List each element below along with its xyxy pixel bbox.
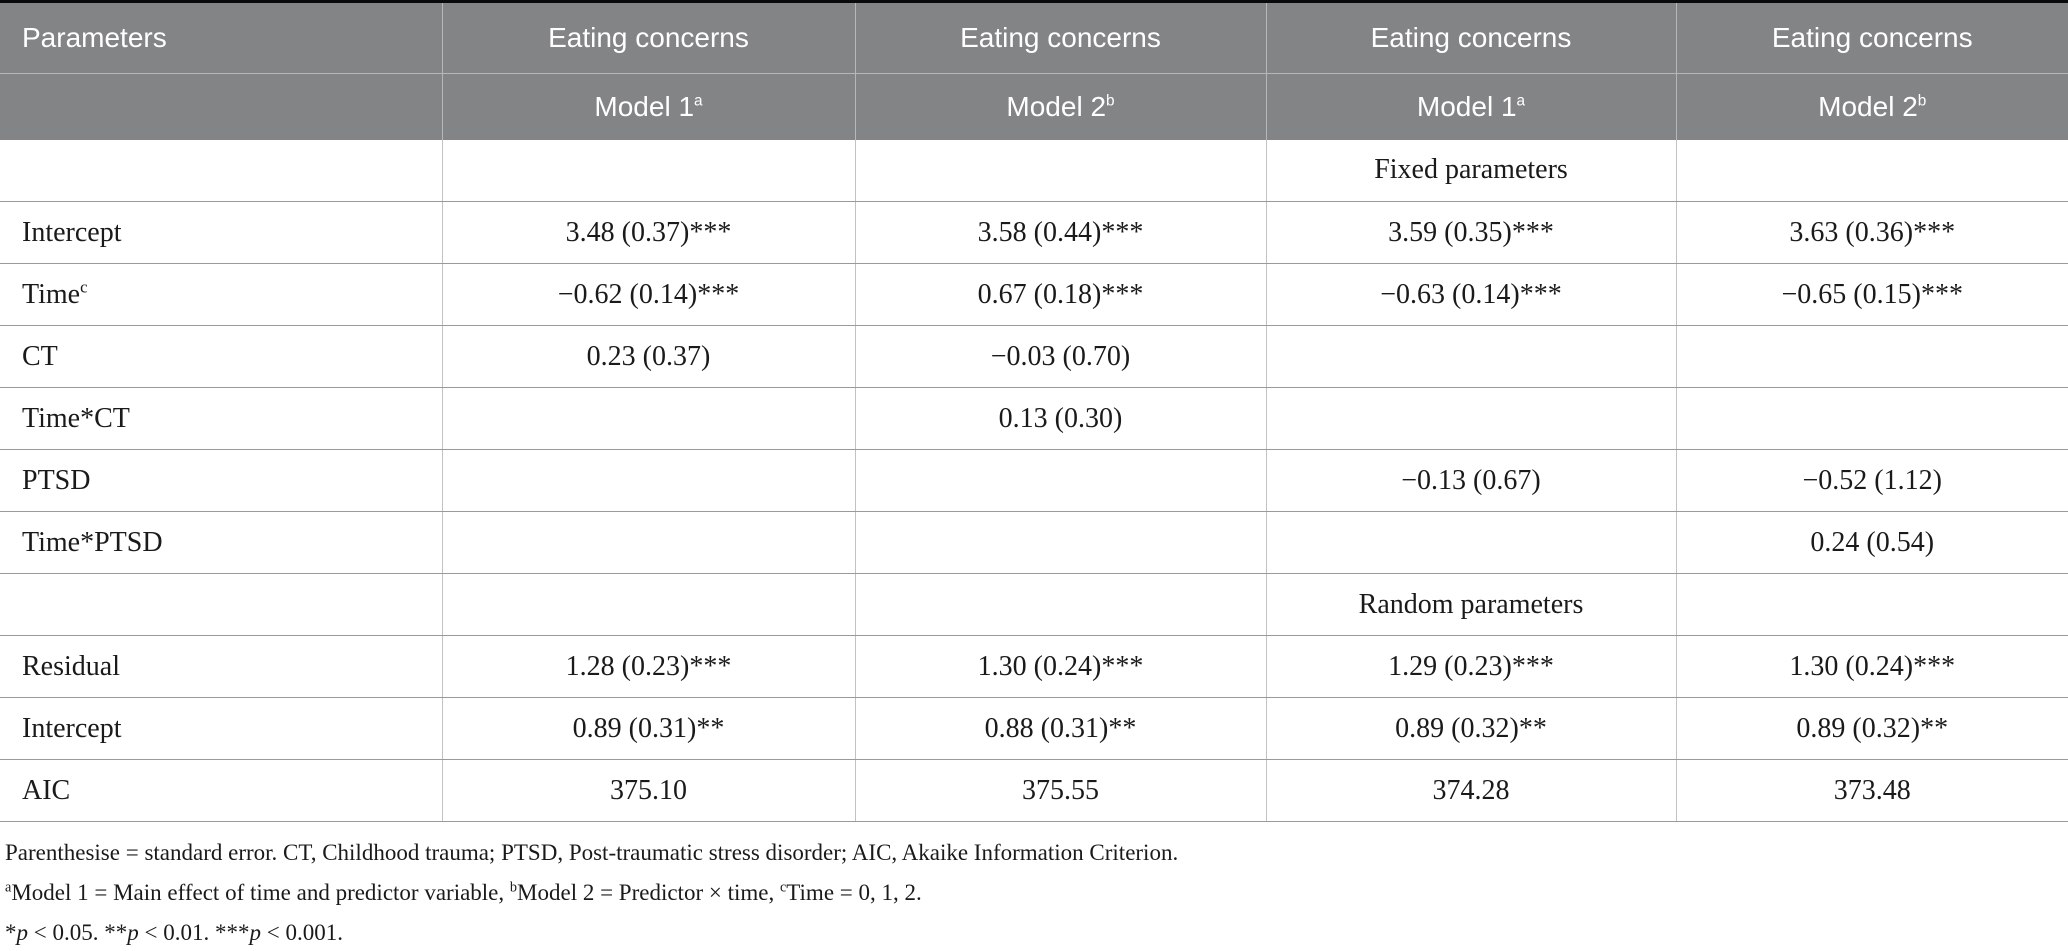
model-superscript: a: [1516, 92, 1526, 110]
header-cell-outcome: Eating concerns: [1265, 1, 1676, 74]
header-cell-outcome: Eating concerns: [441, 1, 855, 74]
value-cell: [441, 573, 855, 636]
table-row: AIC 375.10 375.55 374.28 373.48: [0, 759, 2068, 822]
footnotes: Parenthesise = standard error. CT, Child…: [0, 822, 2068, 951]
header-cell-parameters: Parameters: [0, 1, 442, 74]
value-cell: 373.48: [1675, 759, 2068, 822]
value-cell: [441, 511, 855, 574]
value-cell: 374.28: [1265, 759, 1676, 822]
row-label-cell: Time*CT: [0, 387, 442, 450]
row-label-cell: Residual: [0, 635, 442, 698]
value-cell: −0.65 (0.15)***: [1675, 263, 2068, 326]
value-cell: [1265, 511, 1676, 574]
value-cell: 3.48 (0.37)***: [441, 201, 855, 264]
italic-p: p: [127, 920, 139, 945]
section-row: Fixed parameters: [0, 139, 2068, 202]
italic-p: p: [16, 920, 29, 945]
footnote-line: *p < 0.05. **p < 0.01. ***p < 0.001.: [5, 920, 343, 945]
value-cell: 375.10: [441, 759, 855, 822]
table-row: Time*PTSD 0.24 (0.54): [0, 511, 2068, 574]
value-cell: [854, 139, 1266, 202]
header-cell-model: Model 2b: [1675, 73, 2068, 140]
header-cell-model: Model 1a: [441, 73, 855, 140]
value-cell: [854, 449, 1266, 512]
table-row: PTSD −0.13 (0.67) −0.52 (1.12): [0, 449, 2068, 512]
value-cell: 375.55: [854, 759, 1266, 822]
header-row-models: Model 1a Model 2b Model 1a Model 2b: [0, 73, 2068, 140]
value-cell: [854, 511, 1266, 574]
value-cell: 0.23 (0.37): [441, 325, 855, 388]
value-cell: 1.30 (0.24)***: [854, 635, 1266, 698]
table-body: Fixed parameters Intercept 3.48 (0.37)*** 3…: [0, 139, 2068, 822]
value-cell: [441, 449, 855, 512]
row-label-cell: CT: [0, 325, 442, 388]
value-cell: 1.28 (0.23)***: [441, 635, 855, 698]
section-title-cell: Fixed parameters: [1265, 139, 1676, 202]
table-row: CT 0.23 (0.37) −0.03 (0.70): [0, 325, 2068, 388]
header-cell-model: Model 1a: [1265, 73, 1676, 140]
value-cell: [1265, 387, 1676, 450]
footnote-superscript: b: [509, 879, 518, 896]
value-cell: 0.24 (0.54): [1675, 511, 2068, 574]
footnote-superscript: a: [5, 879, 12, 896]
row-label-cell: [0, 573, 442, 636]
table-row: Time*CT 0.13 (0.30): [0, 387, 2068, 450]
header-cell-outcome: Eating concerns: [854, 1, 1266, 74]
value-cell: −0.62 (0.14)***: [441, 263, 855, 326]
table-row: Intercept 3.48 (0.37)*** 3.58 (0.44)*** 3.5…: [0, 201, 2068, 264]
value-cell: 0.67 (0.18)***: [854, 263, 1266, 326]
header-cell-blank: [0, 73, 442, 140]
value-cell: [441, 387, 855, 450]
results-table: Parameters Eating concerns Eating concer…: [0, 0, 2068, 822]
row-label-cell: [0, 139, 442, 202]
row-label-cell: Time*PTSD: [0, 511, 442, 574]
value-cell: −0.52 (1.12): [1675, 449, 2068, 512]
value-cell: 3.59 (0.35)***: [1265, 201, 1676, 264]
value-cell: −0.03 (0.70): [854, 325, 1266, 388]
value-cell: 1.29 (0.23)***: [1265, 635, 1676, 698]
header-row-outcomes: Parameters Eating concerns Eating concer…: [0, 1, 2068, 74]
header-cell-outcome: Eating concerns: [1675, 1, 2068, 74]
value-cell: [441, 139, 855, 202]
value-cell: 3.58 (0.44)***: [854, 201, 1266, 264]
row-label-cell: Timec: [0, 263, 442, 326]
value-cell: [854, 573, 1266, 636]
row-label-cell: Intercept: [0, 201, 442, 264]
value-cell: −0.63 (0.14)***: [1265, 263, 1676, 326]
value-cell: 0.13 (0.30): [854, 387, 1266, 450]
label-superscript: c: [80, 277, 88, 297]
row-label-cell: AIC: [0, 759, 442, 822]
value-cell: 3.63 (0.36)***: [1675, 201, 2068, 264]
value-cell: 0.89 (0.31)**: [441, 697, 855, 760]
value-cell: [1675, 139, 2068, 202]
model-superscript: b: [1106, 92, 1115, 110]
value-cell: −0.13 (0.67): [1265, 449, 1676, 512]
value-cell: [1675, 325, 2068, 388]
value-cell: 0.89 (0.32)**: [1265, 697, 1676, 760]
value-cell: [1265, 325, 1676, 388]
value-cell: 0.88 (0.31)**: [854, 697, 1266, 760]
table-row: Intercept 0.89 (0.31)** 0.88 (0.31)** 0.89 …: [0, 697, 2068, 760]
footnote-line: Parenthesise = standard error. CT, Child…: [5, 840, 1179, 865]
footnote-superscript: c: [779, 879, 787, 896]
header-cell-model: Model 2b: [854, 73, 1266, 140]
table-row: Timec −0.62 (0.14)*** 0.67 (0.18)*** −0.63 …: [0, 263, 2068, 326]
section-row: Random parameters: [0, 573, 2068, 636]
table-header: Parameters Eating concerns Eating concer…: [0, 1, 2068, 140]
value-cell: [1675, 573, 2068, 636]
italic-p: p: [249, 920, 261, 945]
value-cell: 1.30 (0.24)***: [1675, 635, 2068, 698]
section-title-cell: Random parameters: [1265, 573, 1676, 636]
table-row: Residual 1.28 (0.23)*** 1.30 (0.24)*** 1.29…: [0, 635, 2068, 698]
value-cell: [1675, 387, 2068, 450]
value-cell: 0.89 (0.32)**: [1675, 697, 2068, 760]
row-label-cell: PTSD: [0, 449, 442, 512]
row-label-cell: Intercept: [0, 697, 442, 760]
model-superscript: a: [694, 92, 703, 110]
model-superscript: b: [1917, 92, 1927, 110]
footnote-line: aModel 1 = Main effect of time and predi…: [5, 879, 922, 905]
